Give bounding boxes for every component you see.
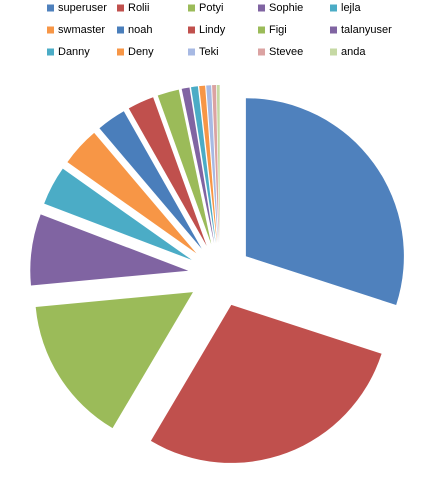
legend-swatch [188, 48, 195, 56]
pie-slice [206, 85, 219, 244]
legend-label: Danny [58, 46, 90, 58]
pie-slice [30, 214, 189, 286]
pie-slice [199, 85, 217, 244]
pie-slice [67, 132, 197, 254]
legend-label: lejla [341, 2, 361, 14]
legend-label: swmaster [58, 24, 105, 36]
legend-label: Rolii [128, 2, 149, 14]
legend-swatch [117, 48, 124, 56]
legend-swatch [47, 4, 54, 12]
pie-slice [212, 85, 219, 244]
legend-label: superuser [58, 2, 107, 14]
legend-label: Sophie [269, 2, 303, 14]
legend-label: Stevee [269, 46, 303, 58]
legend-swatch [188, 4, 195, 12]
pie-slice [128, 97, 207, 246]
legend-label: Figi [269, 24, 287, 36]
legend-label: anda [341, 46, 366, 58]
legend-swatch [258, 4, 265, 12]
legend-swatch [47, 26, 54, 34]
legend-label: Potyi [199, 2, 223, 14]
legend-swatch [258, 48, 265, 56]
pie-slice [99, 111, 202, 249]
legend-swatch [330, 26, 337, 34]
legend-swatch [117, 4, 124, 12]
pie-slice [190, 86, 216, 244]
legend-swatch [330, 48, 337, 56]
legend-label: Deny [128, 46, 154, 58]
pie-slice [181, 87, 215, 244]
legend-label: noah [128, 24, 152, 36]
legend-swatch [47, 48, 54, 56]
pie-slice [157, 89, 212, 245]
pie-slice [245, 98, 404, 306]
legend-swatch [188, 26, 195, 34]
legend-label: talanyuser [341, 24, 392, 36]
pie-slice [44, 168, 192, 260]
pie-slice [216, 85, 220, 244]
pie-slice [150, 304, 382, 463]
legend-swatch [258, 26, 265, 34]
legend-label: Teki [199, 46, 219, 58]
legend-swatch [117, 26, 124, 34]
legend-label: Lindy [199, 24, 226, 36]
pie-slice [35, 292, 193, 429]
legend-swatch [330, 4, 337, 12]
